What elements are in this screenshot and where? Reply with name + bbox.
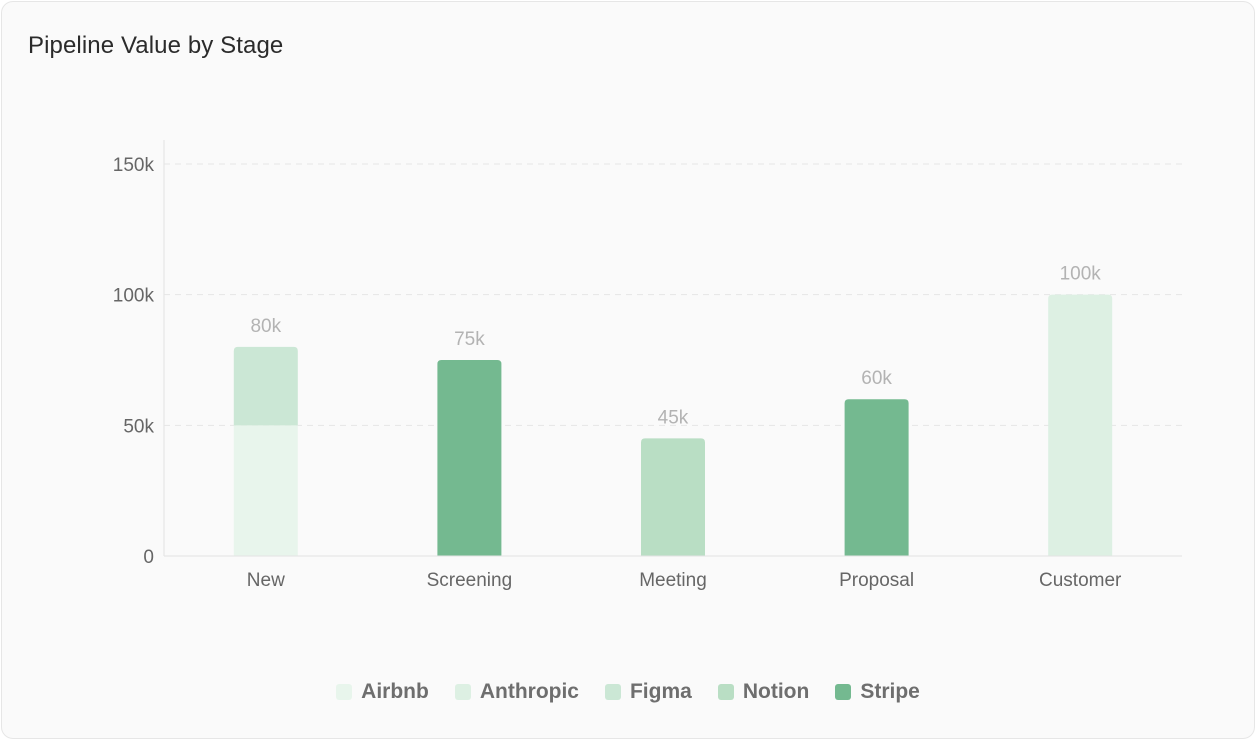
legend-label: Anthropic bbox=[479, 680, 579, 703]
bar-total-label: 100k bbox=[1060, 264, 1102, 285]
x-tick-label: Customer bbox=[1039, 570, 1122, 591]
chart-legend: Airbnb Anthropic Figma Notion Stripe bbox=[0, 680, 1256, 704]
legend-label: Notion bbox=[742, 680, 810, 703]
bar-new-airbnb bbox=[233, 425, 298, 556]
bar-meeting-notion bbox=[641, 438, 705, 556]
bar-total-label: 75k bbox=[454, 329, 485, 350]
bar-screening-stripe bbox=[437, 360, 502, 556]
legend-swatch bbox=[604, 684, 621, 700]
legend-item-notion[interactable]: Notion bbox=[717, 680, 810, 704]
legend-item-anthropic[interactable]: Anthropic bbox=[454, 680, 579, 704]
legend-label: Airbnb bbox=[361, 680, 429, 703]
legend-label: Stripe bbox=[860, 680, 920, 703]
bar-customer-anthropic bbox=[1048, 294, 1113, 556]
legend-swatch bbox=[835, 684, 852, 700]
y-tick-label: 150k bbox=[113, 155, 155, 176]
x-tick-label: Proposal bbox=[839, 570, 914, 591]
y-tick-label: 50k bbox=[123, 416, 154, 437]
legend-swatch bbox=[336, 684, 353, 700]
chart-title: Pipeline Value by Stage bbox=[28, 32, 284, 59]
legend-swatch bbox=[717, 684, 734, 700]
legend-item-figma[interactable]: Figma bbox=[604, 680, 692, 704]
bar-new-figma bbox=[233, 346, 298, 426]
legend-label: Figma bbox=[629, 680, 692, 703]
bar-total-label: 60k bbox=[861, 368, 892, 389]
legend-item-airbnb[interactable]: Airbnb bbox=[336, 680, 429, 704]
legend-item-stripe[interactable]: Stripe bbox=[835, 680, 920, 704]
bar-total-label: 80k bbox=[250, 316, 281, 337]
y-tick-label: 0 bbox=[143, 547, 154, 568]
x-tick-label: Meeting bbox=[639, 570, 707, 591]
legend-swatch bbox=[454, 684, 471, 700]
y-tick-label: 100k bbox=[113, 286, 155, 307]
bar-total-label: 45k bbox=[658, 407, 689, 428]
bar-proposal-stripe bbox=[844, 399, 909, 556]
x-tick-label: New bbox=[247, 570, 285, 591]
x-tick-label: Screening bbox=[427, 570, 513, 591]
